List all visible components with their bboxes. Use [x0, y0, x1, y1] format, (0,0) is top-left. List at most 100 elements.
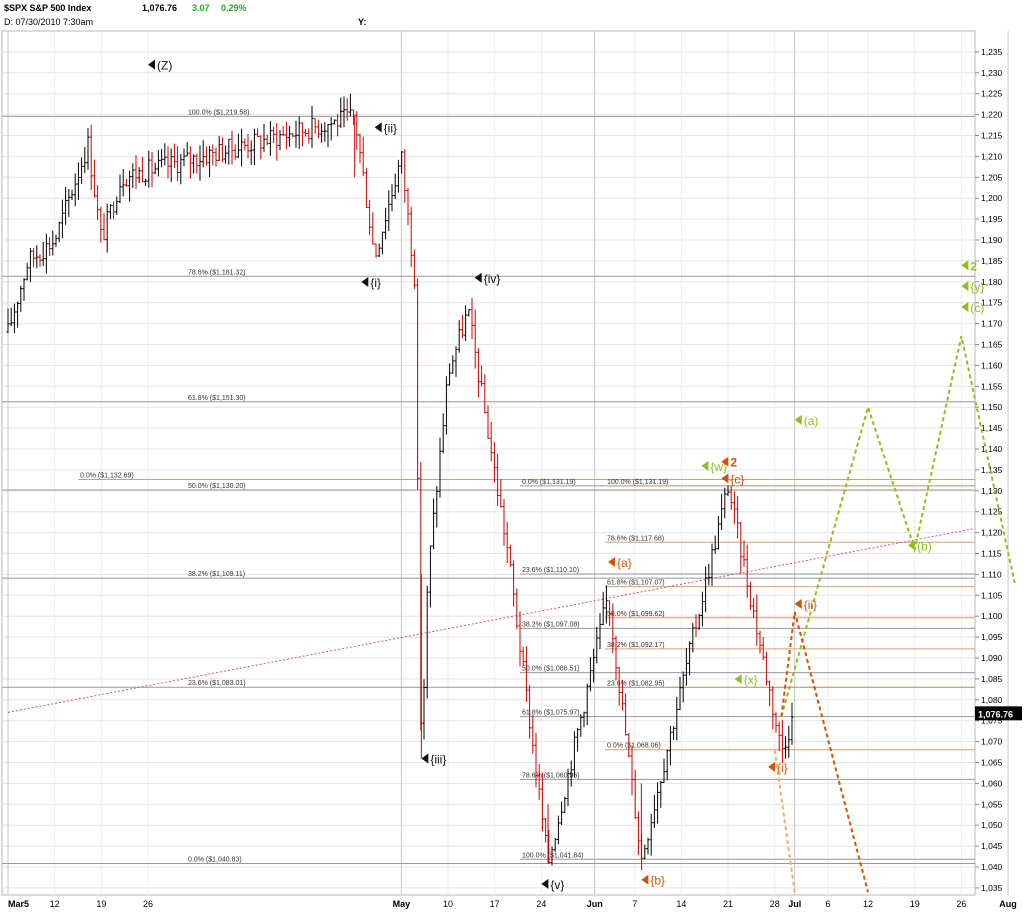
price-bar [521, 646, 525, 667]
price-bar [742, 540, 746, 567]
wave-label-text: {i} [777, 761, 788, 775]
price-bar [387, 190, 391, 232]
price-bar [528, 685, 532, 739]
price-bar [182, 148, 186, 167]
price-bar [665, 749, 669, 781]
x-tick-label: May [393, 899, 411, 909]
price-bar [422, 679, 426, 740]
price-bar [576, 727, 580, 752]
wave-marker [701, 460, 709, 471]
price-bar [764, 651, 768, 686]
price-bar [620, 679, 624, 711]
chart-header: $SPX S&P 500 Index 1,076.76 3.07 0.29% D… [0, 0, 1024, 30]
wave-label: {iv} [474, 272, 500, 286]
price-bar [35, 245, 39, 269]
wave-marker [794, 414, 802, 425]
price-bar [524, 646, 528, 702]
fib-level-label: 50.0% ($1,099.62) [607, 611, 665, 618]
y-tick-label: 1,065 [981, 757, 1003, 767]
price-bar [89, 124, 93, 190]
price-bar [272, 126, 276, 144]
price-bar [588, 656, 592, 692]
x-tick-label: 26 [143, 899, 153, 909]
price-bar [739, 521, 743, 573]
last-price: 1,076.76 [142, 3, 178, 13]
fib-retracements: 100.0% ($1,219.58) 78.6% ($1,181.32) 61.8%… [2, 109, 975, 865]
x-tick-label: Jul [788, 899, 801, 909]
wave-label: {ii} [794, 598, 817, 612]
price-bar [585, 683, 589, 726]
price-bar [201, 140, 205, 168]
price-bar [467, 308, 471, 317]
x-tick-label: 6 [826, 899, 831, 909]
price-bar [662, 758, 666, 784]
wave-label-text: 2 [730, 456, 737, 470]
price-bar [393, 173, 397, 200]
price-bar [268, 121, 272, 156]
price-bar [432, 498, 436, 550]
price-bar [396, 159, 400, 193]
price-bar [710, 543, 714, 587]
price-bar [198, 145, 202, 181]
y-tick-label: 1,055 [981, 799, 1003, 809]
fib-level-label: 38.2% ($1,097.08) [522, 621, 580, 628]
price-bar [339, 97, 343, 128]
price-bar [595, 626, 599, 664]
wave-marker [721, 473, 729, 484]
price-bar [156, 150, 160, 177]
wave-marker [361, 276, 369, 287]
price-bar [214, 147, 218, 167]
price-bar [166, 146, 170, 179]
price-bar [780, 719, 784, 763]
x-tick-label: 21 [723, 899, 733, 909]
price-bars [6, 93, 794, 871]
y-tick-label: 1,070 [981, 737, 1003, 747]
price-bar [380, 231, 384, 255]
price-bar [118, 174, 122, 204]
y-tick-label: 1,170 [981, 319, 1003, 329]
y-tick-label: 1,200 [981, 193, 1003, 203]
wave-marker [721, 456, 729, 467]
price-bar [758, 630, 762, 654]
price-bar [32, 248, 36, 268]
price-bar [86, 128, 90, 170]
price-bar [41, 241, 45, 267]
price-bar [492, 441, 496, 483]
price-bar [294, 120, 298, 148]
wave-marker [961, 302, 969, 313]
price-change-percent: 0.29% [221, 3, 247, 13]
price-bar [128, 170, 132, 202]
price-bar [112, 201, 116, 220]
price-bar [732, 491, 736, 524]
price-bar [569, 760, 573, 787]
price-bar [505, 521, 509, 564]
price-bar [460, 314, 464, 339]
x-tick-label: 12 [50, 899, 60, 909]
price-bar [627, 732, 631, 758]
wave-label-text: (a) [804, 414, 819, 428]
price-bar [499, 479, 503, 508]
price-bar [96, 185, 100, 220]
fib-level-label: 78.6% ($1,060.96) [522, 772, 580, 779]
price-bar [704, 566, 708, 613]
price-bar [633, 770, 637, 819]
price-bar [147, 150, 151, 188]
price-bar [208, 146, 212, 178]
price-bar [563, 796, 567, 813]
wave-label: {c} [721, 472, 744, 486]
plot-area [1, 30, 976, 896]
price-bar [726, 485, 730, 497]
y-tick-label: 1,220 [981, 110, 1003, 120]
wave-label: (c) [961, 301, 984, 315]
y-tick-label: 1,115 [981, 548, 1002, 558]
x-tick-label: 19 [96, 899, 106, 909]
price-bar [51, 230, 55, 256]
x-tick-label: 28 [770, 899, 780, 909]
y-tick-label: 1,035 [981, 883, 1003, 893]
price-bar [64, 187, 68, 225]
price-bar [275, 123, 279, 161]
price-bar [278, 129, 282, 151]
price-bar [518, 611, 522, 667]
price-bar [694, 614, 698, 637]
price-bar [220, 137, 224, 163]
